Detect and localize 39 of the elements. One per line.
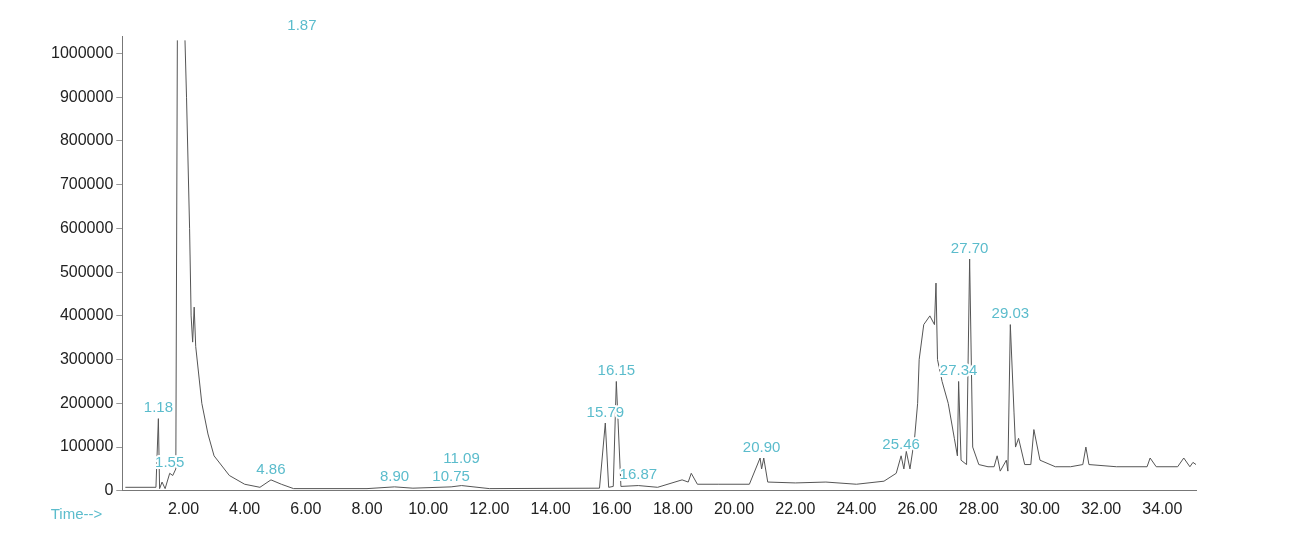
x-tick-label: 22.00 bbox=[775, 499, 816, 517]
x-tick-label: 4.00 bbox=[229, 499, 261, 517]
y-tick-label: 500000 bbox=[59, 262, 114, 280]
x-tick-label: 30.00 bbox=[1019, 499, 1061, 517]
y-tick-label: 300000 bbox=[59, 350, 114, 368]
x-tick-label: 26.00 bbox=[897, 499, 938, 517]
y-tick-label: 200000 bbox=[59, 393, 114, 411]
annotation: 10.75 bbox=[432, 466, 470, 484]
y-tick-label: 600000 bbox=[59, 218, 114, 236]
y-tick-label: 400000 bbox=[59, 306, 114, 324]
y-tick-label: 100000 bbox=[59, 437, 114, 455]
y-tick-label: 900000 bbox=[59, 87, 114, 105]
annotation: 11.09 bbox=[443, 449, 480, 467]
x-tick-label: 6.00 bbox=[290, 499, 322, 517]
y-tick-label: 700000 bbox=[59, 175, 114, 193]
annotation: 4.86 bbox=[256, 459, 286, 477]
x-tick-label: 14.00 bbox=[530, 499, 571, 517]
x-tick-label: 28.00 bbox=[958, 499, 999, 517]
y-tick-label: 0 bbox=[104, 481, 114, 499]
x-tick-label: 32.00 bbox=[1081, 499, 1122, 517]
x-tick-label: 34.00 bbox=[1142, 499, 1183, 517]
annotation: 27.70 bbox=[950, 238, 989, 256]
y-tick-label: 1000000 bbox=[50, 43, 114, 61]
x-tick-label: 2.00 bbox=[167, 499, 200, 517]
x-tick-label: 12.00 bbox=[469, 499, 510, 517]
text: 1.87 bbox=[287, 15, 317, 33]
x-tick-label: 16.00 bbox=[591, 499, 632, 517]
x-tick-label: 20.00 bbox=[714, 499, 755, 517]
annotation: 16.15 bbox=[597, 361, 636, 379]
x-tick-label: 10.00 bbox=[408, 499, 449, 517]
x-tick-label: 8.00 bbox=[351, 499, 383, 517]
x-axis-title: Time--> bbox=[50, 504, 103, 522]
x-tick-label: 18.00 bbox=[652, 499, 694, 517]
annotation: 29.03 bbox=[991, 304, 1030, 322]
annotation: 20.90 bbox=[742, 437, 781, 455]
annotation: 1.18 bbox=[143, 398, 173, 416]
y-tick-label: 800000 bbox=[59, 131, 114, 149]
annotation: 8.90 bbox=[379, 466, 410, 484]
x-tick-label: 24.00 bbox=[836, 499, 877, 517]
